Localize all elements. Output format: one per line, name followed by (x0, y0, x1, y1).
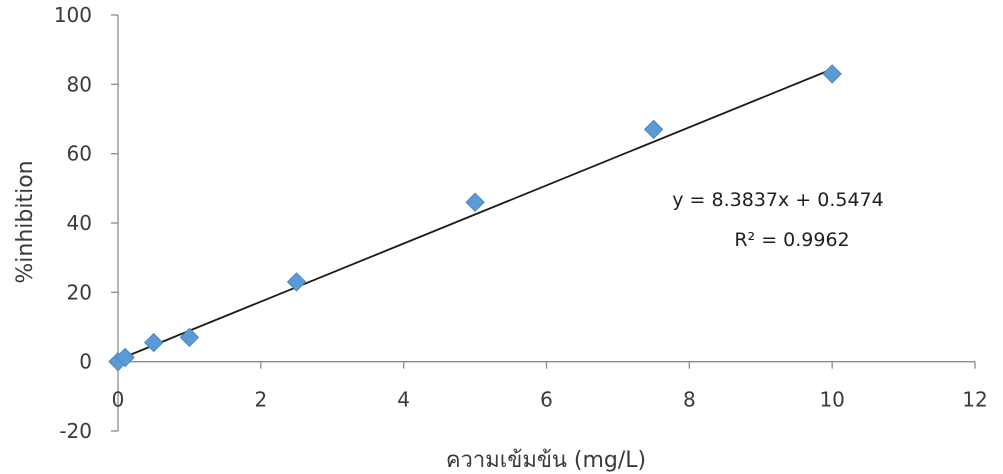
x-tick-label: 12 (962, 388, 987, 412)
y-tick-label: 60 (67, 142, 92, 166)
y-tick-labels: -20 0 20 40 60 80 100 (54, 3, 92, 443)
r-squared-label: R² = 0.9962 (734, 229, 849, 251)
axes (111, 14, 976, 432)
data-point (179, 327, 200, 348)
x-tick-labels: 0 2 4 6 8 10 12 (112, 388, 988, 412)
y-tick-label: 80 (67, 72, 92, 96)
x-axis-title: ความเข้มข้น (mg/L) (446, 448, 646, 473)
x-tick-label: 0 (112, 388, 125, 412)
data-point (115, 347, 135, 368)
y-tick-label: 20 (67, 280, 92, 304)
y-tick-label: -20 (59, 419, 92, 443)
y-axis-title: %inhibition (13, 160, 38, 283)
trendline (117, 68, 833, 361)
x-tick-label: 2 (254, 388, 267, 412)
x-tick-label: 8 (683, 388, 696, 412)
y-tick-label: 40 (67, 211, 92, 235)
y-tick-label: 0 (79, 350, 92, 374)
data-point (144, 332, 164, 353)
trendline-group (117, 68, 833, 361)
trendline-equation: y = 8.3837x + 0.5474 (672, 189, 883, 211)
data-point (822, 64, 842, 84)
data-point (465, 192, 485, 212)
x-tick-label: 10 (819, 388, 844, 412)
y-tick-label: 100 (54, 3, 92, 27)
x-tick-label: 4 (397, 388, 410, 412)
x-tick-label: 6 (540, 388, 553, 412)
data-points (108, 64, 842, 372)
data-point (286, 272, 307, 292)
data-point (643, 119, 664, 140)
